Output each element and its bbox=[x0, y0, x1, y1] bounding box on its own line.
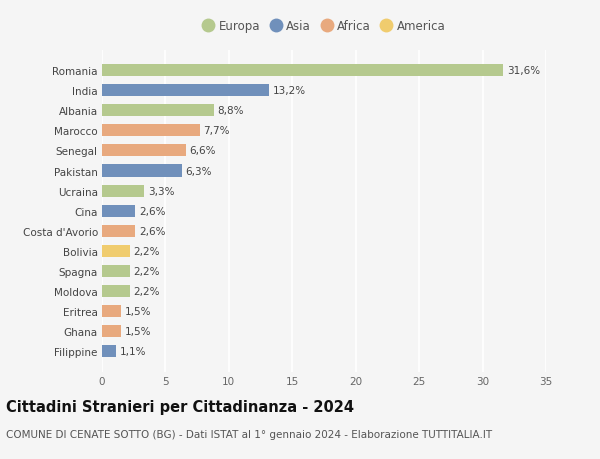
Text: 3,3%: 3,3% bbox=[148, 186, 174, 196]
Bar bbox=[102, 325, 121, 337]
Bar bbox=[102, 85, 269, 97]
Text: 6,3%: 6,3% bbox=[186, 166, 212, 176]
Bar bbox=[102, 305, 121, 317]
Text: 31,6%: 31,6% bbox=[506, 66, 540, 76]
Bar bbox=[102, 205, 135, 217]
Text: 2,6%: 2,6% bbox=[139, 206, 165, 216]
Text: 13,2%: 13,2% bbox=[273, 86, 307, 96]
Text: 6,6%: 6,6% bbox=[190, 146, 216, 156]
Bar bbox=[102, 105, 214, 117]
Bar bbox=[102, 225, 135, 237]
Text: COMUNE DI CENATE SOTTO (BG) - Dati ISTAT al 1° gennaio 2024 - Elaborazione TUTTI: COMUNE DI CENATE SOTTO (BG) - Dati ISTAT… bbox=[6, 429, 492, 439]
Text: 1,5%: 1,5% bbox=[125, 326, 151, 336]
Text: 1,1%: 1,1% bbox=[120, 346, 146, 356]
Text: 8,8%: 8,8% bbox=[217, 106, 244, 116]
Bar bbox=[102, 345, 116, 357]
Bar bbox=[102, 185, 144, 197]
Bar bbox=[102, 125, 200, 137]
Bar bbox=[102, 65, 503, 77]
Text: 1,5%: 1,5% bbox=[125, 306, 151, 316]
Bar bbox=[102, 165, 182, 177]
Bar bbox=[102, 285, 130, 297]
Text: 2,2%: 2,2% bbox=[134, 286, 160, 296]
Text: 7,7%: 7,7% bbox=[203, 126, 230, 136]
Text: Cittadini Stranieri per Cittadinanza - 2024: Cittadini Stranieri per Cittadinanza - 2… bbox=[6, 399, 354, 414]
Bar bbox=[102, 145, 186, 157]
Text: 2,6%: 2,6% bbox=[139, 226, 165, 236]
Text: 2,2%: 2,2% bbox=[134, 266, 160, 276]
Bar bbox=[102, 265, 130, 277]
Text: 2,2%: 2,2% bbox=[134, 246, 160, 256]
Bar bbox=[102, 245, 130, 257]
Legend: Europa, Asia, Africa, America: Europa, Asia, Africa, America bbox=[200, 18, 448, 35]
